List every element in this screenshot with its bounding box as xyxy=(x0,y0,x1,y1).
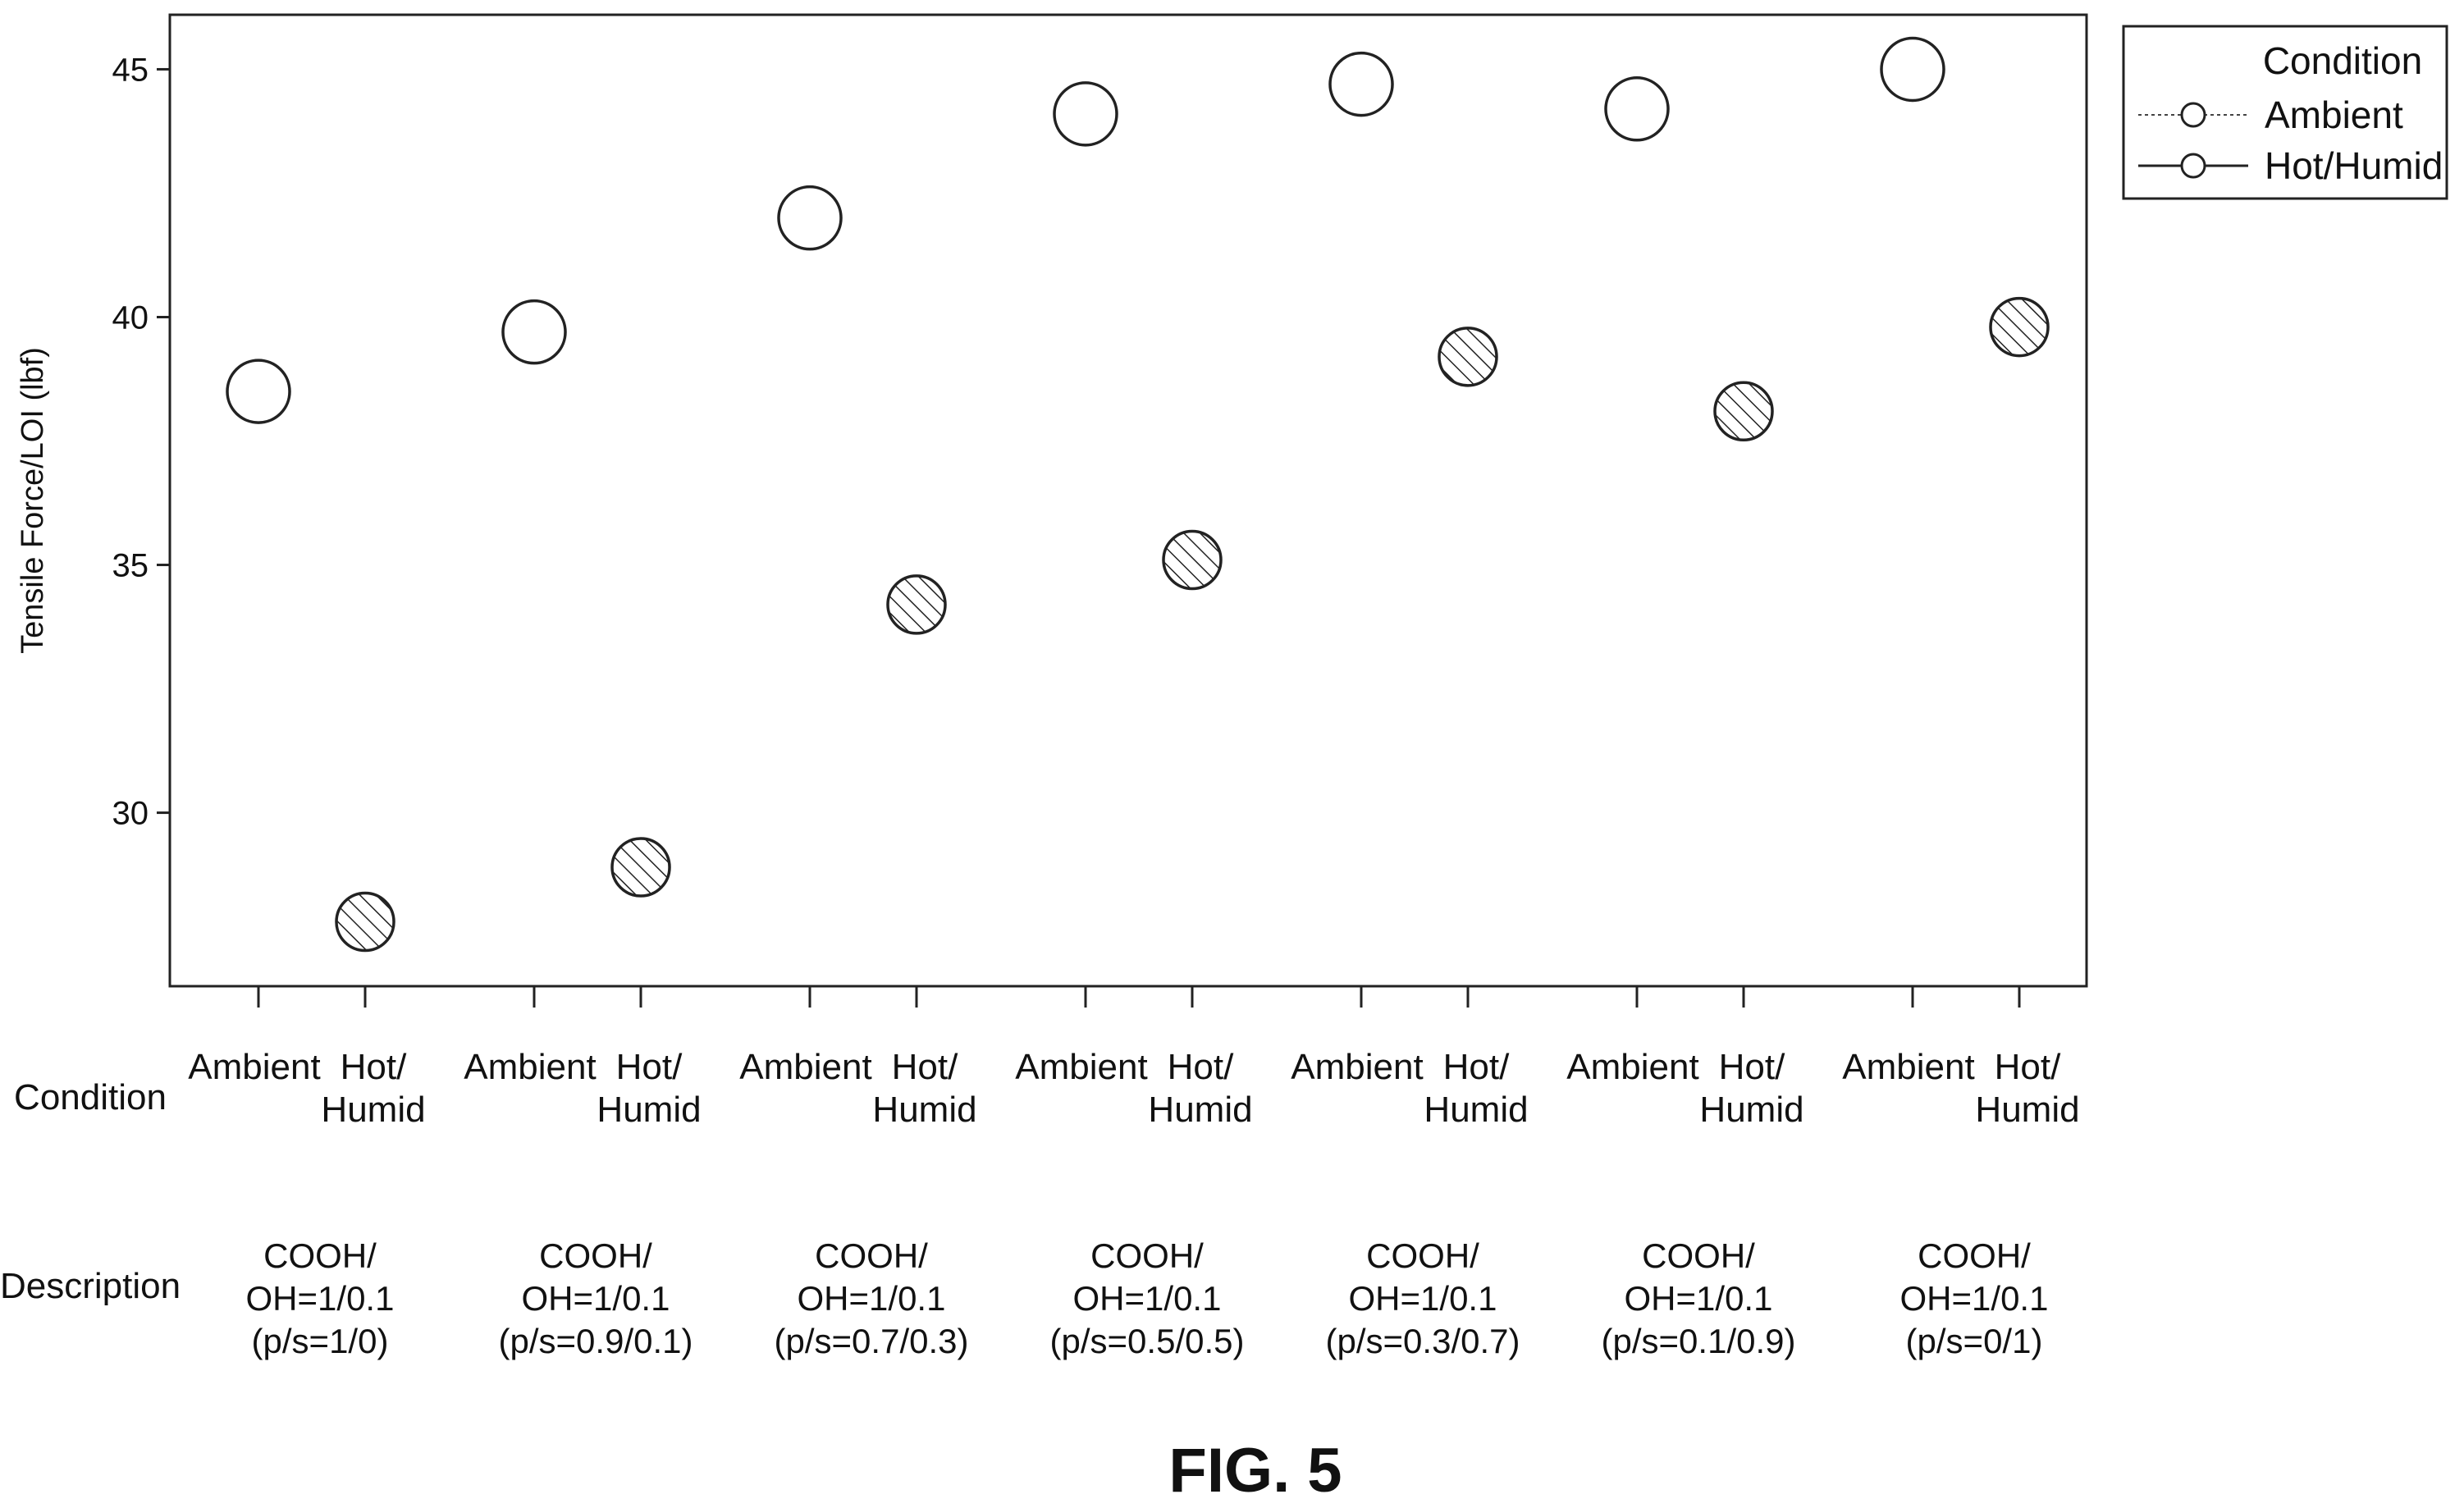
condition-label-hot-humid: Humid xyxy=(597,1090,701,1130)
description-label: OH=1/0.1 xyxy=(522,1279,670,1318)
legend-title: Condition xyxy=(2263,39,2422,82)
point-hot-humid xyxy=(1713,381,1774,442)
row-header-condition: Condition xyxy=(14,1077,167,1117)
point-ambient xyxy=(226,359,291,424)
description-label: (p/s=0.9/0.1) xyxy=(499,1322,693,1360)
point-ambient xyxy=(1604,76,1670,142)
figure-caption: FIG. 5 xyxy=(1168,1436,1342,1506)
description-label: OH=1/0.1 xyxy=(246,1279,395,1318)
description-label: OH=1/0.1 xyxy=(1625,1279,1773,1318)
legend-marker-ambient xyxy=(2180,102,2206,128)
condition-label-ambient: Ambient xyxy=(1015,1047,1147,1087)
description-label: OH=1/0.1 xyxy=(1349,1279,1497,1318)
description-label: COOH/ xyxy=(263,1236,377,1275)
point-ambient xyxy=(1328,51,1394,117)
condition-label-hot-humid: Hot/ xyxy=(1443,1047,1510,1087)
data-points xyxy=(226,36,2050,953)
description-label: (p/s=0.5/0.5) xyxy=(1050,1322,1245,1360)
description-label: COOH/ xyxy=(815,1236,928,1275)
description-label: COOH/ xyxy=(1090,1236,1204,1275)
condition-label-ambient: Ambient xyxy=(464,1047,596,1087)
condition-label-hot-humid: Humid xyxy=(1424,1090,1528,1130)
condition-label-ambient: Ambient xyxy=(1842,1047,1974,1087)
condition-label-hot-humid: Hot/ xyxy=(1719,1047,1785,1087)
point-ambient xyxy=(1880,36,1945,103)
condition-label-hot-humid: Humid xyxy=(1975,1090,2079,1130)
point-hot-humid xyxy=(1438,327,1498,387)
point-hot-humid xyxy=(335,891,395,953)
condition-label-hot-humid: Humid xyxy=(321,1090,425,1130)
point-hot-humid xyxy=(610,837,671,898)
row-header-description: Description xyxy=(0,1266,181,1306)
y-tick-label: 30 xyxy=(112,796,149,832)
condition-label-hot-humid: Hot/ xyxy=(341,1047,407,1087)
point-hot-humid xyxy=(886,574,947,635)
description-label: (p/s=1/0) xyxy=(252,1322,389,1360)
description-label: (p/s=0.1/0.9) xyxy=(1602,1322,1796,1360)
y-tick-label: 40 xyxy=(112,299,149,336)
legend-entry-ambient: Ambient xyxy=(2265,94,2403,136)
condition-label-hot-humid: Humid xyxy=(1148,1090,1252,1130)
description-label: COOH/ xyxy=(1366,1236,1479,1275)
description-label: OH=1/0.1 xyxy=(1900,1279,2049,1318)
legend-box xyxy=(2122,25,2448,200)
point-ambient xyxy=(1053,81,1118,147)
legend-entry-hot-humid: Hot/Humid xyxy=(2265,144,2443,187)
description-label: COOH/ xyxy=(539,1236,652,1275)
description-label: OH=1/0.1 xyxy=(1073,1279,1222,1318)
condition-label-ambient: Ambient xyxy=(1566,1047,1698,1087)
condition-label-hot-humid: Humid xyxy=(1699,1090,1803,1130)
y-tick-label: 45 xyxy=(112,52,149,88)
condition-label-ambient: Ambient xyxy=(188,1047,320,1087)
point-hot-humid xyxy=(1162,529,1223,591)
point-hot-humid xyxy=(1989,296,2050,358)
description-label: (p/s=0.3/0.7) xyxy=(1326,1322,1520,1360)
y-axis-title: Tensile Force/LOI (lbf) xyxy=(16,347,50,654)
y-axis: 30 35 40 45 xyxy=(112,52,170,832)
point-ambient xyxy=(501,299,567,365)
condition-label-hot-humid: Humid xyxy=(872,1090,976,1130)
description-label: (p/s=0/1) xyxy=(1906,1322,2043,1360)
description-label: OH=1/0.1 xyxy=(798,1279,946,1318)
description-label: COOH/ xyxy=(1642,1236,1755,1275)
condition-label-hot-humid: Hot/ xyxy=(616,1047,683,1087)
description-label: COOH/ xyxy=(1918,1236,2031,1275)
legend-marker-hot-humid xyxy=(2180,153,2206,179)
description-label: (p/s=0.7/0.3) xyxy=(775,1322,969,1360)
condition-label-hot-humid: Hot/ xyxy=(892,1047,958,1087)
condition-label-ambient: Ambient xyxy=(739,1047,871,1087)
plot-frame xyxy=(168,13,2088,988)
condition-label-ambient: Ambient xyxy=(1291,1047,1423,1087)
y-tick-label: 35 xyxy=(112,548,149,584)
condition-label-hot-humid: Hot/ xyxy=(1995,1047,2061,1087)
point-ambient xyxy=(777,185,843,251)
x-axis-ticks xyxy=(257,986,2021,1008)
legend: Condition Ambient Hot/Humid xyxy=(2122,25,2448,200)
category-labels: Ambient Hot/Humid COOH/OH=1/0.1 (p/s=1/0) Am… xyxy=(188,1047,2079,1360)
condition-label-hot-humid: Hot/ xyxy=(1168,1047,1234,1087)
